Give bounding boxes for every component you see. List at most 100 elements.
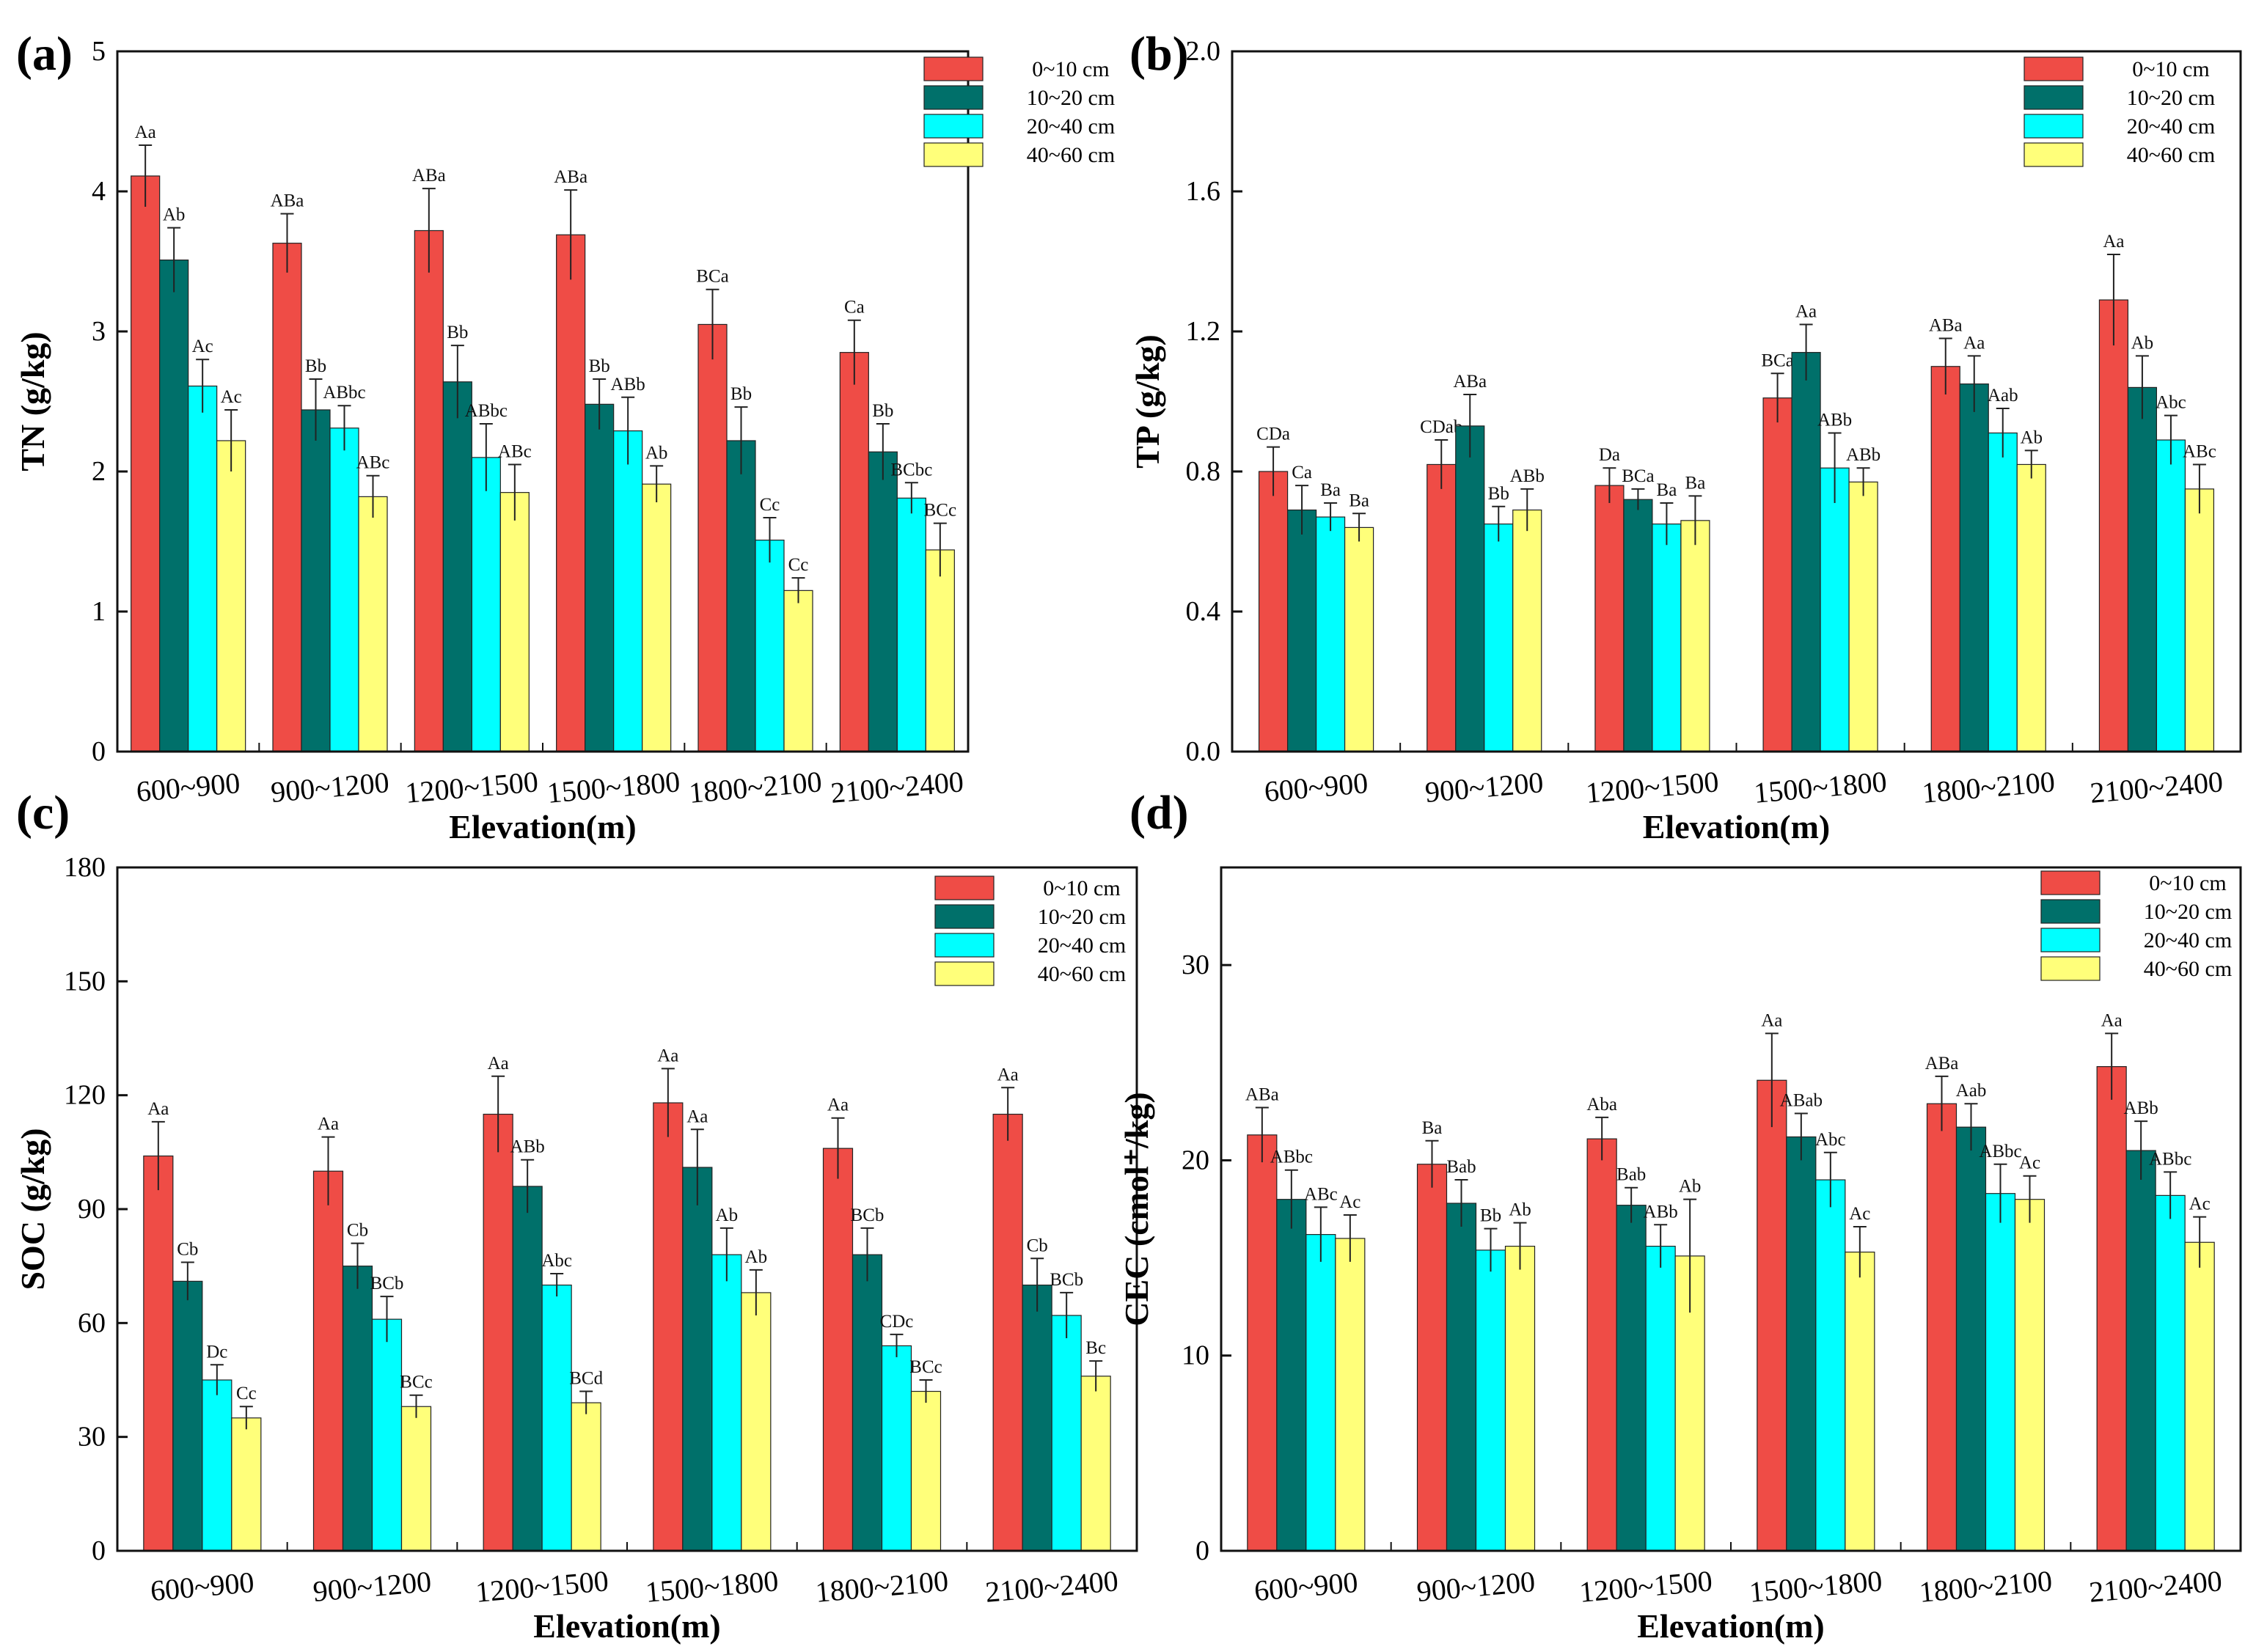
- bar: [1258, 471, 1289, 752]
- bar: [1286, 509, 1317, 752]
- x-tick-label: 900~1200: [1416, 1565, 1537, 1608]
- significance-label: Ab: [645, 443, 668, 463]
- bar: [131, 175, 161, 752]
- significance-label: Aa: [1963, 333, 1985, 353]
- bar: [512, 1186, 543, 1552]
- significance-label: ABc: [2183, 441, 2216, 461]
- significance-label: Ba: [1422, 1118, 1443, 1138]
- bar: [1427, 463, 1457, 752]
- bar: [1475, 1249, 1506, 1552]
- significance-label: BCa: [696, 267, 728, 287]
- y-tick-label: 20: [1182, 1145, 1209, 1175]
- significance-label: Ba: [1349, 491, 1369, 510]
- legend-swatch: [2040, 956, 2101, 981]
- legend-label: 40~60 cm: [2127, 143, 2215, 167]
- legend-swatch: [2040, 899, 2101, 924]
- significance-label: Ac: [2019, 1153, 2040, 1173]
- bar: [881, 1345, 912, 1552]
- bar: [159, 259, 189, 752]
- significance-label: Bab: [1446, 1157, 1476, 1177]
- bar: [2127, 386, 2158, 752]
- significance-label: Aba: [1586, 1095, 1617, 1115]
- y-tick-label: 2.0: [1186, 36, 1221, 67]
- y-tick-label: 3: [92, 316, 106, 347]
- legend-swatch: [923, 85, 984, 110]
- y-tick-label: 1.6: [1186, 176, 1221, 207]
- significance-label: Aa: [318, 1115, 339, 1134]
- bar: [1247, 1134, 1278, 1552]
- bar: [1645, 1245, 1676, 1552]
- significance-label: Aa: [657, 1046, 678, 1065]
- y-axis-label: CEC (cmol⁺/kg): [1118, 1092, 1155, 1326]
- significance-label: Abc: [1815, 1130, 1846, 1150]
- legend-swatch: [934, 933, 995, 958]
- bar: [1848, 481, 1878, 752]
- x-tick-label: 1200~1500: [475, 1564, 610, 1609]
- significance-label: BCd: [569, 1369, 603, 1389]
- plot-frame: [1231, 50, 2242, 753]
- x-tick-label: 1200~1500: [1578, 1564, 1714, 1609]
- bar: [499, 492, 530, 752]
- x-tick-label: 900~1200: [269, 766, 390, 809]
- bar: [697, 323, 728, 752]
- significance-label: ABb: [1817, 410, 1852, 430]
- y-tick-label: 30: [1182, 950, 1209, 980]
- significance-label: Bb: [589, 356, 610, 376]
- bar: [1955, 1126, 1987, 1552]
- bar: [868, 451, 898, 752]
- significance-label: ABbc: [2149, 1149, 2191, 1169]
- chart-panel-1: (a) Aa ABa ABa ABa BCa Ca Ab Bb Bb Bb Bb Bb Ac ABbc ABb…: [14, 27, 1115, 845]
- significance-label: ABa: [412, 166, 446, 186]
- y-tick-label: 4: [92, 176, 106, 207]
- legend-swatch: [2024, 85, 2084, 110]
- bar: [2096, 1066, 2127, 1552]
- bar: [1985, 1193, 2016, 1552]
- legend-label: 0~10 cm: [2149, 871, 2226, 895]
- x-tick-label: 1800~2100: [687, 765, 823, 810]
- significance-label: ABa: [1245, 1085, 1279, 1105]
- significance-label: Ab: [1509, 1200, 1531, 1220]
- x-tick-label: 900~1200: [1424, 766, 1545, 809]
- significance-label: Ac: [1339, 1192, 1360, 1212]
- bar: [471, 457, 501, 752]
- legend-swatch: [923, 56, 984, 81]
- significance-label: Abc: [2156, 393, 2186, 413]
- legend-swatch: [934, 961, 995, 986]
- x-tick-label: 1500~1800: [1753, 765, 1889, 810]
- significance-label: Ab: [1679, 1177, 1702, 1197]
- bar: [2184, 1241, 2215, 1552]
- x-tick-label: 2100~2400: [984, 1564, 1120, 1609]
- legend-swatch: [934, 875, 995, 900]
- x-tick-label: 1500~1800: [644, 1564, 780, 1609]
- x-tick-label: 1800~2100: [814, 1564, 950, 1609]
- bar: [1845, 1251, 1875, 1552]
- bar: [896, 497, 926, 752]
- significance-label: ABb: [1846, 445, 1880, 465]
- significance-label: Ba: [1320, 480, 1341, 500]
- bar: [642, 483, 672, 752]
- bar: [1820, 467, 1850, 752]
- bar: [1926, 1103, 1957, 1552]
- bar: [216, 440, 246, 752]
- bar: [2156, 439, 2186, 752]
- significance-label: Aa: [2101, 1010, 2123, 1030]
- x-tick-label: 1500~1800: [546, 765, 681, 810]
- significance-label: ABa: [1453, 372, 1487, 392]
- bar: [1680, 520, 1710, 752]
- y-tick-label: 60: [78, 1307, 106, 1338]
- bar: [1786, 1136, 1817, 1552]
- significance-label: BCb: [1050, 1270, 1083, 1290]
- significance-label: Aa: [686, 1106, 708, 1126]
- legend-label: 20~40 cm: [2144, 928, 2232, 952]
- significance-label: Cc: [788, 555, 809, 575]
- bar: [188, 385, 218, 752]
- x-tick-label: 1200~1500: [1584, 765, 1720, 810]
- bar: [1762, 397, 1792, 752]
- y-tick-label: 90: [78, 1194, 106, 1225]
- x-axis-label: Elevation(m): [1643, 808, 1831, 845]
- x-tick-label: 600~900: [1253, 1565, 1359, 1607]
- significance-label: Ac: [2189, 1194, 2211, 1214]
- significance-label: ABb: [611, 375, 645, 394]
- significance-label: Ac: [221, 387, 242, 407]
- y-tick-label: 0: [92, 1535, 106, 1566]
